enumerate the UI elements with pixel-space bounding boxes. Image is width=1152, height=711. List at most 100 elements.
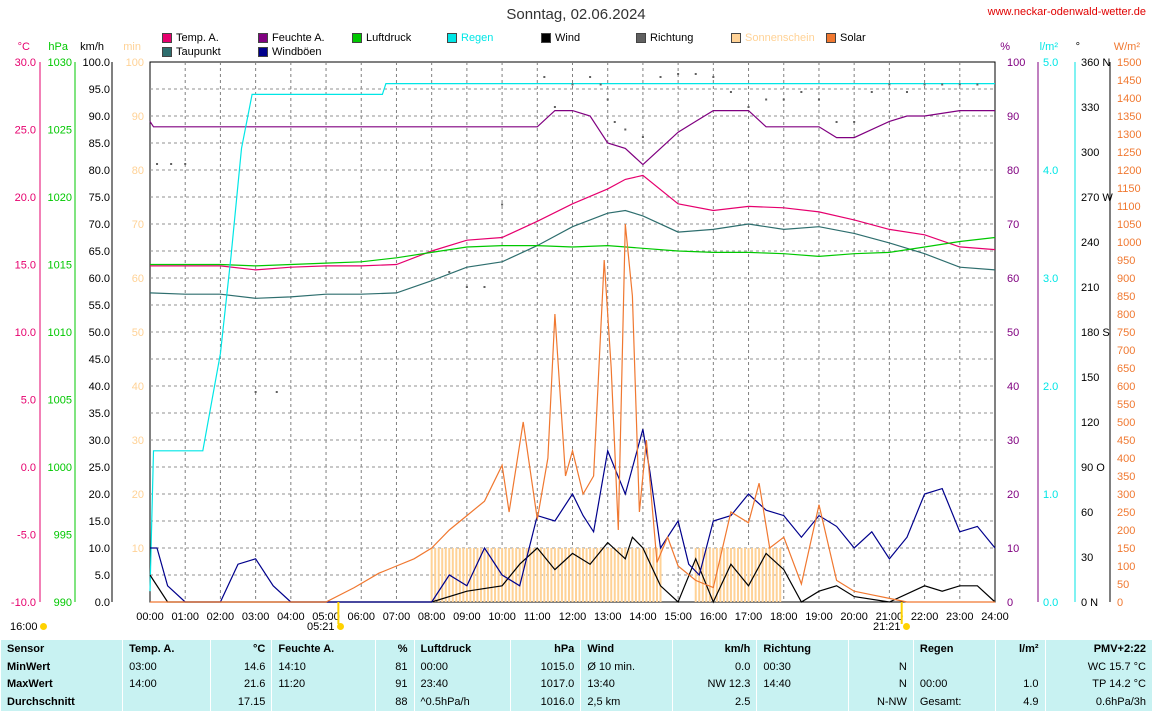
legend-label: Windböen	[272, 46, 322, 58]
stats-cell: Durchschnitt	[0, 693, 123, 711]
solar-tick-label: 1000	[1117, 237, 1141, 249]
x-tick-label: 04:00	[277, 611, 305, 623]
legend-swatch	[636, 33, 646, 43]
series-line-regen	[149, 83, 995, 592]
direction-tick-label: 240	[1081, 237, 1099, 249]
wind-tick-label: 20.0	[89, 489, 110, 501]
stats-cell: 2,5 km	[580, 693, 673, 711]
humidity-tick-label: 60	[1007, 273, 1019, 285]
x-tick-label: 06:00	[347, 611, 375, 623]
stats-cell: 14:00	[122, 675, 211, 694]
x-tick-label: 21:00	[876, 611, 904, 623]
stats-cell: Ø 10 min.	[580, 657, 673, 676]
humidity-tick-label: 90	[1007, 111, 1019, 123]
stats-cell: ^0.5hPa/h	[413, 693, 511, 711]
site-link[interactable]: www.neckar-odenwald-wetter.de	[987, 6, 1146, 18]
legend-swatch	[731, 33, 741, 43]
axis-unit-rain: l/m²	[1040, 41, 1059, 53]
stats-header-cell: Regen	[912, 640, 996, 658]
x-tick-label: 19:00	[805, 611, 833, 623]
legend-swatch	[258, 47, 268, 57]
legend-label: Sonnenschein	[745, 32, 815, 44]
solar-tick-label: 550	[1117, 399, 1135, 411]
sun-tick-label: 30	[132, 435, 144, 447]
legend-item: Taupunkt	[162, 46, 221, 58]
x-tick-label: 23:00	[946, 611, 974, 623]
direction-point	[835, 121, 838, 123]
x-tick-label: 13:00	[594, 611, 622, 623]
series-line-luftdruck	[150, 236, 996, 267]
wind-tick-label: 45.0	[89, 354, 110, 366]
legend-label: Taupunkt	[176, 46, 221, 58]
stats-header-cell: Feuchte A.	[271, 640, 376, 658]
sun-tick-label: 60	[132, 273, 144, 285]
x-tick-label: 16:00	[700, 611, 728, 623]
humidity-tick-label: 70	[1007, 219, 1019, 231]
direction-point	[817, 98, 820, 101]
legend-swatch	[162, 33, 172, 43]
stats-cell	[271, 693, 376, 711]
wind-tick-label: 65.0	[89, 246, 110, 258]
x-tick-label: 05:00	[312, 611, 340, 623]
x-tick-label: 03:00	[242, 611, 270, 623]
solar-tick-label: 400	[1117, 453, 1135, 465]
axis-unit-humidity: %	[1000, 41, 1010, 53]
direction-tick-label: 60	[1081, 507, 1093, 519]
direction-point	[712, 76, 715, 78]
temp-tick-label: 15.0	[15, 260, 36, 272]
x-tick-label: 01:00	[171, 611, 199, 623]
x-tick-label: 14:00	[629, 611, 657, 623]
solar-tick-label: 450	[1117, 435, 1135, 447]
stats-cell: 00:00	[413, 657, 511, 676]
wind-tick-label: 15.0	[89, 516, 110, 528]
wind-tick-label: 80.0	[89, 165, 110, 177]
legend-swatch	[447, 33, 457, 43]
temp-tick-label: 10.0	[15, 327, 36, 339]
axis-unit-wind: km/h	[80, 41, 104, 53]
humidity-tick-label: 100	[1007, 57, 1025, 69]
legend-label: Solar	[840, 32, 866, 44]
stats-table: Sensor Temp. A. °C Feuchte A. % Luftdruc…	[0, 640, 1152, 711]
stats-cell	[912, 657, 996, 676]
rain-tick-label: 4.0	[1043, 165, 1058, 177]
solar-tick-label: 1250	[1117, 147, 1141, 159]
series-line-solar	[150, 223, 995, 603]
legend-swatch	[258, 33, 268, 43]
x-tick-label: 00:00	[136, 611, 164, 623]
wind-tick-label: 5.0	[95, 570, 110, 582]
direction-point	[747, 106, 750, 108]
stats-cell: 21.6	[210, 675, 272, 694]
solar-tick-label: 1350	[1117, 111, 1141, 123]
stats-cell: 4.9	[995, 693, 1046, 711]
stats-header-cell: °C	[210, 640, 272, 658]
humidity-tick-label: 0	[1007, 597, 1013, 609]
wind-tick-label: 40.0	[89, 381, 110, 393]
direction-point	[888, 83, 891, 86]
direction-point	[589, 76, 592, 78]
direction-tick-label: 150	[1081, 372, 1099, 384]
solar-tick-label: 1150	[1117, 183, 1141, 195]
stats-cell: 13:40	[580, 675, 673, 694]
direction-point	[729, 91, 732, 93]
x-tick-label: 22:00	[911, 611, 939, 623]
direction-point	[976, 83, 979, 86]
solar-tick-label: 1100	[1117, 201, 1141, 213]
direction-point	[853, 121, 856, 123]
x-tick-label: 17:00	[735, 611, 763, 623]
x-tick-label: 20:00	[840, 611, 868, 623]
humidity-tick-label: 50	[1007, 327, 1019, 339]
direction-tick-label: 90 O	[1081, 462, 1105, 474]
direction-point	[694, 73, 697, 75]
legend-item: Wind	[541, 32, 580, 44]
solar-tick-label: 700	[1117, 345, 1135, 357]
temp-tick-label: 30.0	[15, 57, 36, 69]
wind-tick-label: 100.0	[82, 57, 110, 69]
solar-tick-label: 50	[1117, 579, 1129, 591]
x-tick-label: 08:00	[418, 611, 446, 623]
solar-tick-label: 750	[1117, 327, 1135, 339]
x-tick-label: 02:00	[207, 611, 235, 623]
rain-tick-label: 2.0	[1043, 381, 1058, 393]
direction-point	[465, 286, 468, 288]
axis-unit-temp: °C	[18, 41, 30, 53]
x-tick-label: 24:00	[981, 611, 1009, 623]
